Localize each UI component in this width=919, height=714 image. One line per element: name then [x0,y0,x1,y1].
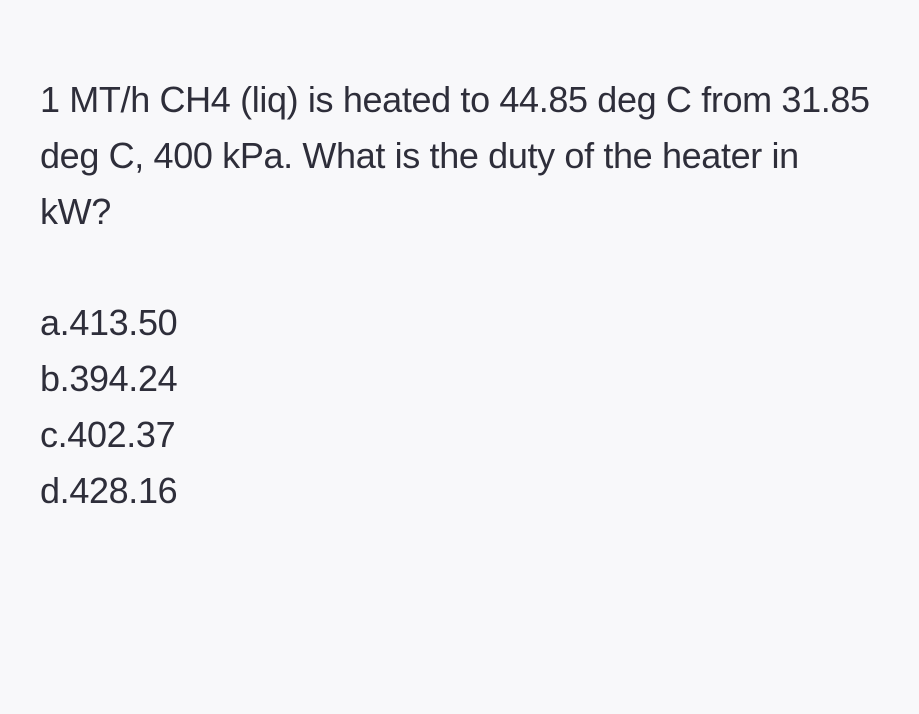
option-value: 428.16 [69,470,177,511]
option-d[interactable]: d.428.16 [40,463,879,519]
question-text: 1 MT/h CH4 (liq) is heated to 44.85 deg … [40,72,879,239]
option-value: 413.50 [69,302,177,343]
option-label: b. [40,358,69,399]
option-label: c. [40,414,67,455]
option-label: d. [40,470,69,511]
option-a[interactable]: a.413.50 [40,295,879,351]
option-value: 394.24 [69,358,177,399]
option-value: 402.37 [67,414,175,455]
option-c[interactable]: c.402.37 [40,407,879,463]
options-list: a.413.50 b.394.24 c.402.37 d.428.16 [40,295,879,518]
option-b[interactable]: b.394.24 [40,351,879,407]
option-label: a. [40,302,69,343]
